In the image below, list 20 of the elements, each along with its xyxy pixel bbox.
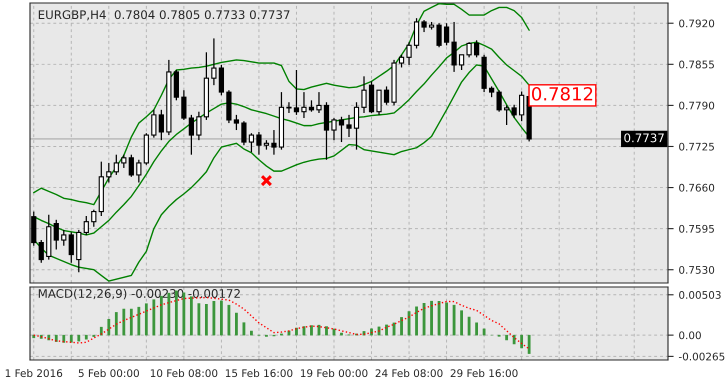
y-tick-label: 0.00503 — [679, 291, 721, 299]
annotation: 0.7812 — [532, 86, 592, 101]
x-tick-label: 15 Feb 16:00 — [226, 369, 292, 378]
x-tick-label: 19 Feb 00:00 — [300, 369, 368, 378]
y-tick-label: 0.7920 — [679, 19, 714, 28]
x-tick-label: 10 Feb 08:00 — [150, 369, 218, 378]
y-tick-label: -0.00265 — [678, 352, 724, 360]
y-tick-label: 0.7790 — [679, 102, 714, 110]
x-tick-label: 5 Feb 00:00 — [78, 369, 139, 378]
x-tick-label: 1 Feb 2016 — [6, 369, 62, 378]
y-tick-label: 0.7530 — [679, 266, 714, 274]
y-tick-label: 0.7660 — [679, 184, 714, 192]
y-tick-label: 0.7595 — [679, 224, 714, 233]
x-tick-label: 24 Feb 08:00 — [376, 369, 443, 378]
ref-line-label: 0.7737 — [624, 133, 664, 142]
y-tick-label: 0.00 — [679, 331, 701, 340]
x-tick-label: 29 Feb 16:00 — [450, 369, 518, 378]
text: EURGBP,H4 0.7804 0.7805 0.7733 0.7737 — [38, 10, 290, 20]
y-tick-label: 0.7855 — [679, 60, 714, 68]
y-tick-label: 0.7725 — [679, 142, 714, 151]
